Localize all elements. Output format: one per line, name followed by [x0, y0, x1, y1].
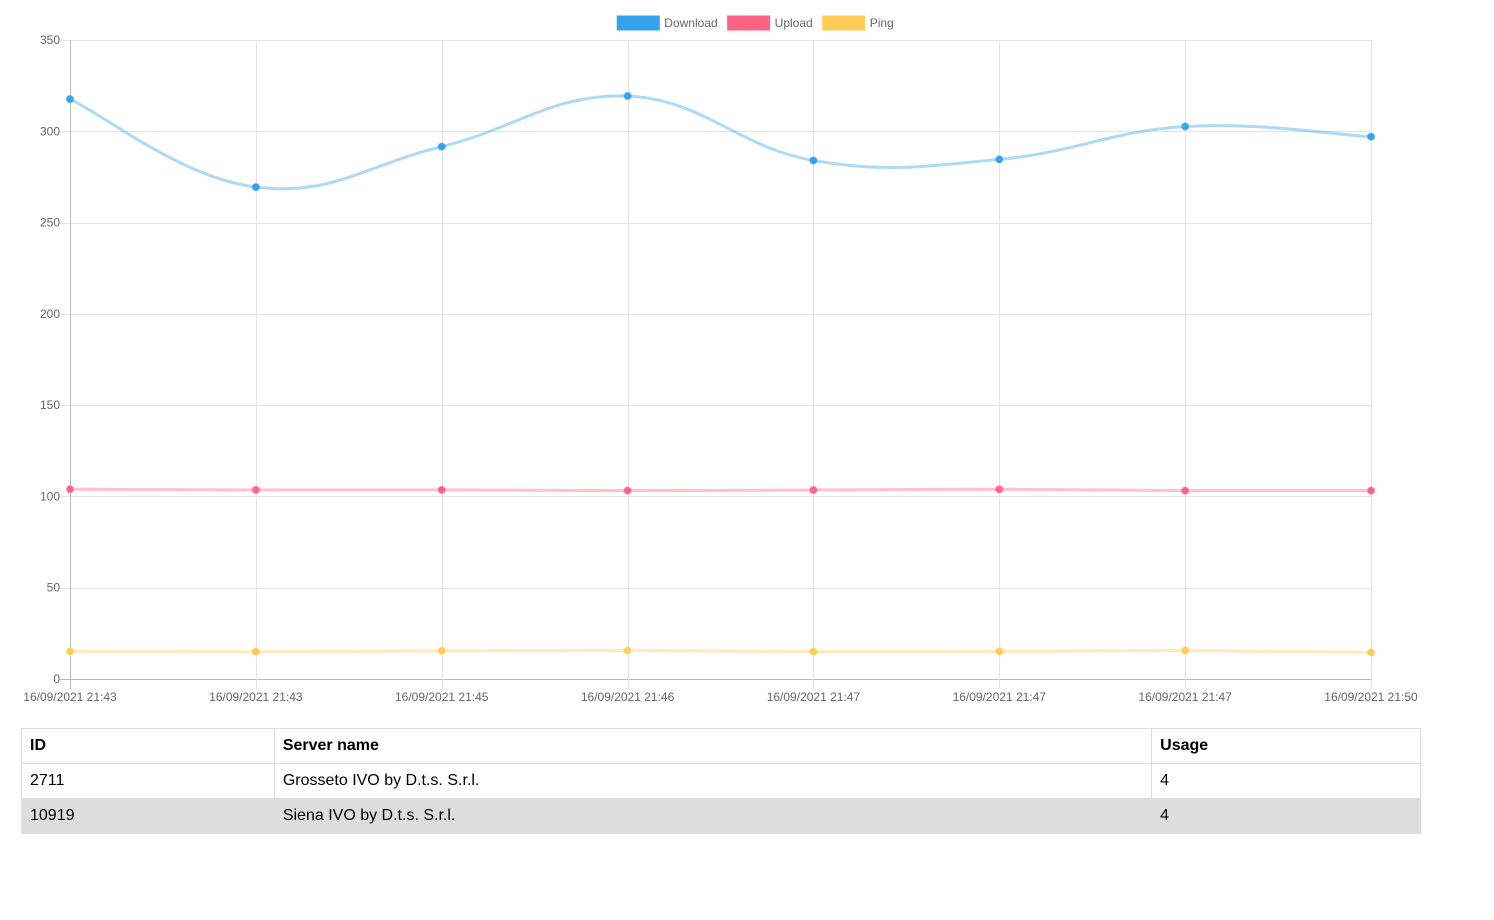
legend-swatch-upload — [727, 15, 771, 31]
upload-series-line — [69, 487, 1372, 493]
ping-data-point — [1366, 648, 1376, 657]
download-series-line — [69, 94, 1372, 191]
table-row: 2711 Grosseto IVO by D.t.s. S.r.l. 4 — [21, 763, 1421, 799]
servers-table: ID Server name Usage 2711 Grosseto IVO b… — [21, 728, 1421, 834]
server-name-cell: Siena IVO by D.t.s. S.r.l. — [273, 798, 1153, 834]
x-tick-label: 16/09/2021 21:47 — [767, 690, 861, 704]
upload-data-point — [623, 486, 632, 495]
upload-data-point — [437, 485, 446, 495]
y-tick-label: 200 — [40, 307, 60, 321]
x-tick-label: 16/09/2021 21:47 — [953, 690, 1047, 704]
ping-series-line — [69, 648, 1372, 654]
upload-data-point — [1366, 486, 1376, 495]
server-name-cell: Grosseto IVO by D.t.s. S.r.l. — [273, 763, 1153, 799]
ping-data-point — [809, 647, 818, 656]
download-data-point — [1180, 122, 1190, 131]
x-tick-label: 16/09/2021 21:43 — [209, 690, 303, 704]
upload-data-point — [1180, 486, 1190, 495]
x-tick-label: 16/09/2021 21:47 — [1138, 690, 1232, 704]
column-header-usage: Usage — [1151, 728, 1421, 764]
x-axis-ticks: 16/09/2021 21:43 16/09/2021 21:43 16/09/20… — [23, 690, 1418, 704]
y-tick-label: 250 — [40, 216, 60, 230]
table-header-row: ID Server name Usage — [21, 728, 1421, 764]
x-tick-label: 16/09/2021 21:50 — [1324, 690, 1418, 704]
speedtest-line-chart: Download Upload Ping 0 50 100 150 200 250 300 350… — [23, 15, 1418, 704]
ping-data-point — [251, 647, 261, 656]
ping-data-point — [1180, 646, 1190, 655]
legend-swatch-ping — [822, 15, 866, 31]
x-tick-label: 16/09/2021 21:45 — [395, 690, 489, 704]
chart-grid — [60, 40, 1372, 689]
x-tick-label: 16/09/2021 21:46 — [581, 690, 675, 704]
download-data-point — [251, 182, 261, 192]
download-data-point — [809, 156, 818, 165]
y-tick-label: 100 — [40, 489, 60, 503]
legend-label-download[interactable]: Download — [664, 16, 717, 30]
download-data-point — [623, 91, 632, 101]
table-row: 10919 Siena IVO by D.t.s. S.r.l. 4 — [21, 798, 1421, 834]
y-tick-label: 50 — [47, 581, 61, 595]
server-usage-cell: 4 — [1151, 798, 1421, 834]
y-tick-label: 350 — [40, 33, 60, 47]
legend-label-upload[interactable]: Upload — [775, 16, 813, 30]
server-id-cell: 2711 — [21, 763, 275, 799]
ping-data-point — [65, 647, 75, 656]
y-axis-ticks: 0 50 100 150 200 250 300 350 — [40, 33, 60, 686]
server-id-cell: 10919 — [21, 798, 275, 834]
ping-data-point — [623, 646, 632, 655]
column-header-server-name: Server name — [273, 728, 1153, 764]
y-tick-label: 0 — [53, 672, 60, 686]
ping-data-point — [995, 647, 1004, 656]
download-data-point — [437, 142, 446, 151]
upload-data-point — [251, 485, 261, 495]
chart-legend: Download Upload Ping — [616, 15, 894, 31]
upload-data-point — [995, 485, 1004, 494]
upload-data-point — [809, 485, 818, 495]
y-tick-label: 300 — [40, 124, 60, 138]
column-header-id: ID — [21, 728, 275, 764]
y-tick-label: 150 — [40, 398, 60, 412]
legend-swatch-download — [616, 15, 660, 31]
server-usage-cell: 4 — [1151, 763, 1421, 799]
chart-series — [65, 91, 1376, 657]
legend-label-ping[interactable]: Ping — [870, 16, 894, 30]
x-tick-label: 16/09/2021 21:43 — [23, 690, 117, 704]
download-data-point — [65, 94, 75, 104]
download-data-point — [995, 155, 1004, 164]
download-data-point — [1366, 132, 1376, 142]
upload-data-point — [65, 485, 75, 494]
ping-data-point — [437, 646, 446, 656]
